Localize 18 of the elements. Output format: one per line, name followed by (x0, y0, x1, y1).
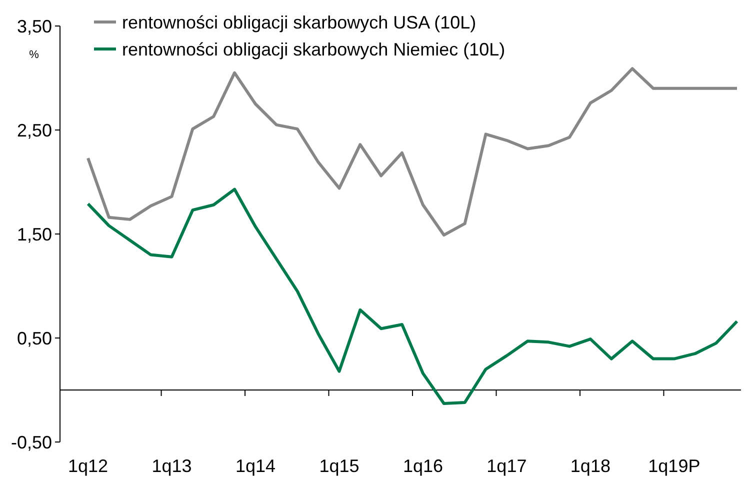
x-tick-label: 1q19P (648, 456, 700, 476)
x-tick-label: 1q17 (486, 456, 527, 476)
legend-label: rentowności obligacji skarbowych Niemiec (10L) (122, 39, 506, 60)
x-tick-label: 1q18 (570, 456, 610, 476)
x-tick-label: 1q16 (402, 456, 443, 476)
y-tick-label: -0,50 (10, 432, 52, 452)
y-tick-label: 3,50 (16, 16, 52, 36)
line-series (86, 188, 738, 406)
y-tick-label: 2,50 (16, 120, 52, 140)
x-tick-label: 1q12 (68, 456, 108, 476)
x-tick-label: 1q14 (235, 456, 276, 476)
y-tick-label: 0,50 (16, 328, 52, 348)
y-tick-label: 1,50 (16, 224, 52, 244)
x-tick-label: 1q13 (152, 456, 192, 476)
legend-label: rentowności obligacji skarbowych USA (10L) (122, 12, 476, 32)
y-axis-title: % (29, 49, 40, 61)
line-series (86, 67, 738, 237)
x-tick-label: 1q15 (319, 456, 360, 476)
